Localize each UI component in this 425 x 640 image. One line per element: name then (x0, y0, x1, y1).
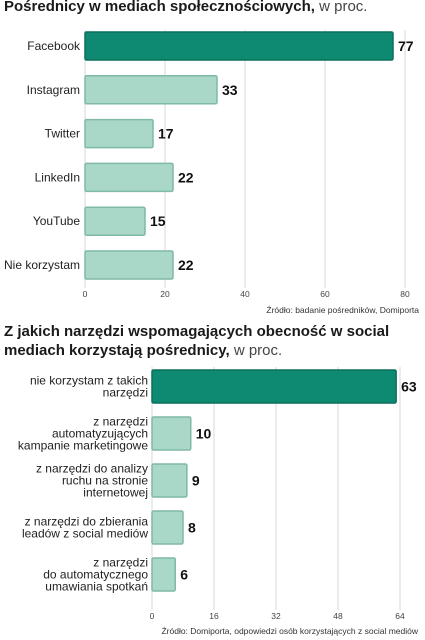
chart-1-bar (84, 250, 174, 280)
chart-2-category-label-line: z narzędzi do zbierania (25, 515, 149, 529)
chart-1-category-label-line: Facebook (27, 39, 81, 53)
chart-2-category-label-line: kampanie marketingowe (18, 439, 148, 453)
chart-2-value-label: 9 (192, 473, 200, 489)
chart-2-category-label-line: automatyzujących (52, 427, 148, 441)
chart-2-value-label: 10 (196, 426, 212, 442)
chart-2-bar (151, 416, 192, 451)
chart-1-x-tick: 80 (400, 289, 410, 299)
chart-1-x-tick: 40 (240, 289, 250, 299)
chart-2-source: Źródło: Domiporta, odpowiedzi osób korzy… (161, 626, 418, 636)
chart-1-x-tick: 0 (83, 289, 88, 299)
chart-1-category-label: YouTube (33, 214, 80, 228)
chart-1-bar (84, 118, 154, 149)
chart-2-category-label: z narzędzi do analizy ruchu na stronie int… (36, 462, 148, 500)
chart-2-bar (151, 369, 397, 404)
chart-2-bar (151, 510, 184, 545)
chart-2-x-tick: 64 (395, 611, 405, 621)
chart-2-category-label: z narzędzi automatyzujących kampanie marke… (18, 415, 148, 453)
chart-1-value-label: 33 (222, 82, 238, 98)
chart-1-unit: w proc. (319, 0, 368, 15)
chart-1-bar (84, 206, 146, 236)
chart-1-category-label-line: LinkedIn (35, 170, 80, 184)
chart-2-value-label: 63 (401, 379, 417, 395)
chart-1-value-label: 15 (150, 213, 166, 229)
chart-2-x-tick: 16 (209, 611, 219, 621)
chart-1-category-label: LinkedIn (35, 170, 80, 184)
chart-1-category-label-line: Twitter (45, 127, 80, 141)
chart-1-x-tick: 60 (320, 289, 330, 299)
chart-2-x-tick: 32 (271, 611, 281, 621)
chart-1-category-label: Twitter (45, 127, 80, 141)
chart-1-category-label: Nie korzystam (4, 258, 80, 272)
chart-1-category-label-line: YouTube (33, 214, 80, 228)
chart-2-category-label-line: ruchu na stronie (62, 474, 148, 488)
chart-2-category-label-line: nie korzystam z takich (30, 374, 148, 388)
chart-2-x-tick: 48 (333, 611, 343, 621)
chart-1-category-label-line: Nie korzystam (4, 258, 80, 272)
chart-2-value-label: 6 (180, 567, 188, 583)
chart-1-category-label-line: Instagram (27, 83, 80, 97)
chart-2-title: Z jakich narzędzi wspomagających obecnoś… (4, 323, 390, 359)
chart-2-category-label: z narzędzi do zbierania leadów z social m… (22, 515, 148, 541)
chart-2-category-label-line: internetowej (83, 486, 148, 500)
chart-2-category-label-line: z narzędzi do analizy (36, 462, 148, 476)
chart-2-value-label: 8 (188, 520, 196, 536)
chart-1-x-tick: 20 (160, 289, 170, 299)
chart-1-category-label: Facebook (27, 39, 81, 53)
chart-1-category-label: Instagram (27, 83, 80, 97)
chart-2-bar (151, 557, 176, 592)
chart-2-category-label-line: narzędzi (103, 386, 148, 400)
chart-2-bar (151, 463, 188, 498)
chart-1-bar (84, 31, 394, 61)
chart-1-source: Źródło: badanie pośredników, Domiporta (266, 305, 419, 315)
chart-2-x-tick: 0 (150, 611, 155, 621)
chart-2-category-label: nie korzystam z takich narzędzi (30, 374, 148, 400)
chart-1-value-label: 17 (158, 126, 174, 142)
chart-2-unit: w proc. (233, 342, 283, 359)
chart-2-category-label-line: z narzędzi (93, 556, 148, 570)
chart-2-category-label: z narzędzi do automatycznego umawiania spo… (43, 556, 148, 594)
chart-2-category-label-line: umawiania spotkań (45, 580, 148, 594)
chart-1-value-label: 22 (178, 169, 194, 185)
chart-2-category-label-line: do automatycznego (43, 568, 148, 582)
chart-2-category-label-line: leadów z social mediów (22, 527, 148, 541)
chart-1-bar (84, 75, 218, 105)
chart-1-title: Pośrednicy w mediach społecznościowych, … (4, 0, 368, 15)
chart-1-value-label: 77 (398, 38, 414, 54)
chart-2-category-label-line: z narzędzi (93, 415, 148, 429)
chart-1-bar (84, 162, 174, 193)
chart-1-value-label: 22 (178, 257, 194, 273)
